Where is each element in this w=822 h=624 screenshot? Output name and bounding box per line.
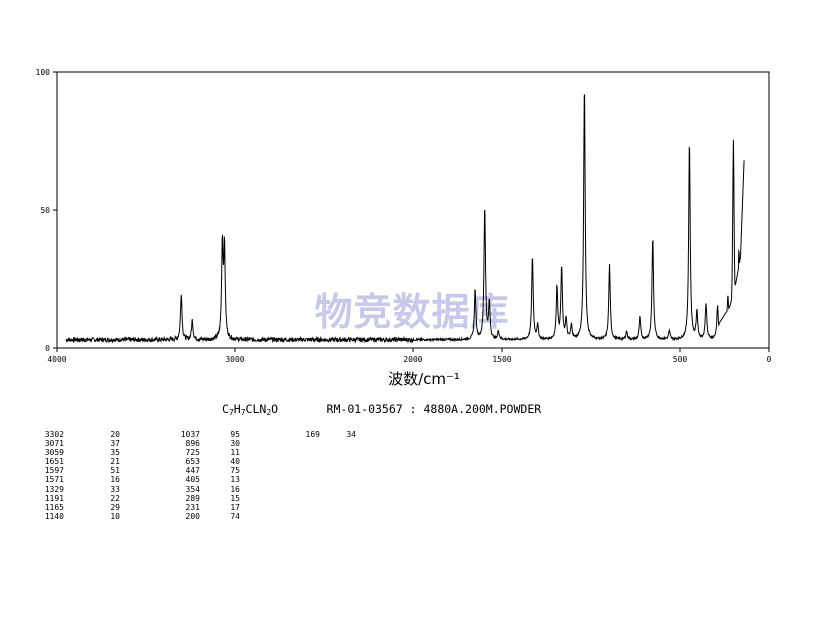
- peak-wavenumber: 289: [185, 493, 200, 503]
- formula-subscript: 2: [266, 408, 272, 417]
- peak-intensity: 21: [110, 457, 120, 467]
- peak-wavenumber: 200: [185, 511, 200, 521]
- peak-intensity: 10: [110, 511, 120, 521]
- peak-wavenumber: 169: [305, 430, 320, 439]
- peak-wavenumber: 3302: [44, 430, 64, 439]
- peak-wavenumber: 653: [185, 457, 200, 467]
- y-tick-label: 50: [40, 206, 50, 215]
- peak-intensity: 95: [230, 430, 240, 439]
- peak-wavenumber: 1165: [44, 502, 64, 512]
- peak-wavenumber: 3059: [44, 448, 64, 458]
- peak-wavenumber: 3071: [44, 439, 64, 449]
- molecular-formula: C7H7CLN2O: [222, 402, 279, 417]
- spectrum-series-line: [65, 94, 745, 344]
- peak-wavenumber: 447: [185, 466, 200, 476]
- peak-intensity: 16: [110, 475, 120, 485]
- peak-col1-wavenumbers: 3302 3071 3059 1651 1597 1571 1329 1191 1165 1140: [40, 430, 64, 521]
- formula-subscript: 7: [240, 408, 246, 417]
- peak-intensity: 17: [230, 502, 240, 512]
- peak-wavenumber: 405: [185, 475, 200, 485]
- formula-subscript: 7: [228, 408, 234, 417]
- peak-wavenumber: 1037: [180, 430, 200, 439]
- peak-intensity: 35: [110, 448, 120, 458]
- y-axis-ticks: 0 50 100: [36, 68, 57, 353]
- peak-intensity: 11: [230, 448, 240, 458]
- formula-element: CLN: [245, 402, 267, 416]
- formula-element: H: [233, 402, 241, 416]
- peak-wavenumber: 1140: [44, 511, 64, 521]
- formula-element: C: [222, 402, 229, 416]
- peak-intensity: 75: [230, 466, 240, 476]
- sample-info-line: C7H7CLN2O RM-01-03567 : 4880A.200M.POWDE…: [222, 402, 541, 417]
- peak-wavenumber: 1571: [44, 475, 64, 485]
- x-axis-label: 波数/cm⁻¹: [388, 370, 460, 388]
- peak-wavenumber: 896: [185, 439, 200, 449]
- peak-intensity: 29: [110, 502, 120, 512]
- peak-wavenumber: 1597: [44, 466, 64, 476]
- peak-col3-intensities: 34: [338, 430, 356, 439]
- x-tick-label: 0: [767, 355, 772, 364]
- peak-intensity: 51: [110, 466, 120, 476]
- peak-col2-intensities: 95 30 11 40 75 13 16 15 17 74: [222, 430, 240, 521]
- peak-wavenumber: 1651: [44, 457, 64, 467]
- peak-wavenumber: 231: [185, 502, 200, 512]
- y-tick-label: 0: [45, 344, 50, 353]
- peak-intensity: 30: [230, 439, 240, 449]
- peak-wavenumber: 725: [185, 448, 200, 458]
- peak-intensity: 37: [110, 439, 120, 449]
- formula-element: O: [271, 402, 279, 416]
- x-tick-label: 1500: [492, 355, 511, 364]
- peak-wavenumber: 1329: [44, 484, 64, 494]
- peak-intensity: 74: [230, 511, 240, 521]
- peak-wavenumber: 1191: [44, 493, 64, 503]
- x-tick-label: 4000: [47, 355, 66, 364]
- x-tick-label: 2000: [403, 355, 422, 364]
- peak-intensity: 33: [110, 484, 120, 494]
- peak-col2-wavenumbers: 1037 896 725 653 447 405 354 289 231 200: [176, 430, 200, 521]
- peak-intensity: 20: [110, 430, 120, 439]
- x-tick-label: 3000: [225, 355, 244, 364]
- peak-intensity: 16: [230, 484, 240, 494]
- y-tick-label: 100: [36, 68, 51, 77]
- peak-col3-wavenumbers: 169: [296, 430, 320, 439]
- x-tick-label: 500: [673, 355, 688, 364]
- peak-col1-intensities: 20 37 35 21 51 16 33 22 29 10: [102, 430, 120, 521]
- x-axis-ticks: 4000 3000 2000 1500 500 0: [47, 348, 772, 364]
- peak-wavenumber: 354: [185, 484, 200, 494]
- sample-id-text: RM-01-03567 : 4880A.200M.POWDER: [326, 402, 542, 416]
- peak-intensity: 13: [230, 475, 240, 485]
- peak-intensity: 34: [346, 430, 356, 439]
- watermark-text: 物竞数据库: [314, 290, 509, 334]
- peak-intensity: 40: [230, 457, 240, 467]
- peak-intensity: 22: [110, 493, 120, 503]
- peak-intensity: 15: [230, 493, 240, 503]
- raman-spectrum-chart: 0 50 100 4000 3000 2000 1500 500 0 物竞数据库 波数/cm⁻…: [36, 68, 772, 388]
